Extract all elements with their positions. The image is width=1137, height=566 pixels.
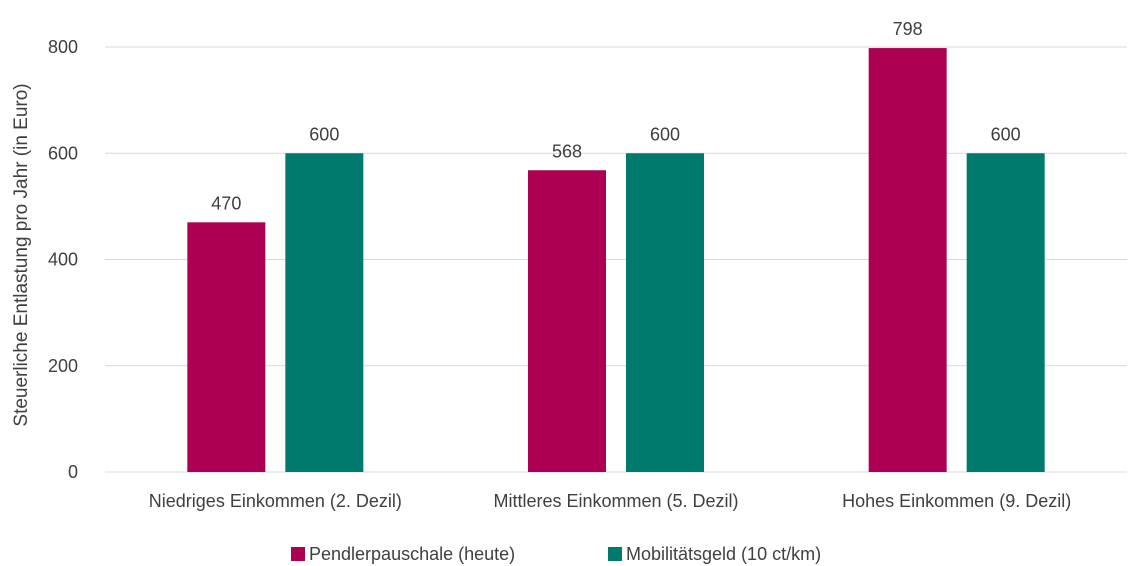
legend-label: Mobilitätsgeld (10 ct/km): [626, 544, 821, 564]
bars: [187, 48, 1045, 472]
legend-label: Pendlerpauschale (heute): [309, 544, 515, 564]
data-label: 600: [650, 124, 680, 144]
bar: [285, 153, 364, 472]
data-label: 568: [552, 141, 582, 161]
data-labels: 470 600 568 600 798 600: [211, 19, 1020, 213]
bar: [528, 170, 606, 472]
legend-swatch: [608, 547, 622, 561]
x-axis-categories: Niedriges Einkommen (2. Dezil) Mittleres …: [149, 491, 1071, 511]
bar: [966, 153, 1045, 472]
legend: Pendlerpauschale (heute) Mobilitätsgeld (…: [291, 544, 821, 564]
data-label: 470: [211, 193, 241, 213]
y-tick-label: 800: [48, 37, 78, 57]
bar: [626, 153, 704, 472]
data-label: 798: [893, 19, 923, 39]
category-label: Hohes Einkommen (9. Dezil): [842, 491, 1071, 511]
y-axis-label: Steuerliche Entlastung pro Jahr (in Euro…: [11, 83, 32, 426]
y-tick-label: 200: [48, 356, 78, 376]
y-tick-label: 600: [48, 143, 78, 163]
data-label: 600: [309, 124, 339, 144]
data-label: 600: [991, 124, 1021, 144]
category-label: Niedriges Einkommen (2. Dezil): [149, 491, 402, 511]
category-label: Mittleres Einkommen (5. Dezil): [493, 491, 738, 511]
legend-swatch: [291, 547, 305, 561]
y-axis-ticks: 0 200 400 600 800: [48, 37, 78, 482]
bar: [187, 222, 266, 472]
bar: [868, 48, 947, 472]
y-tick-label: 0: [68, 462, 78, 482]
gridlines: [105, 46, 1127, 473]
y-tick-label: 400: [48, 250, 78, 270]
